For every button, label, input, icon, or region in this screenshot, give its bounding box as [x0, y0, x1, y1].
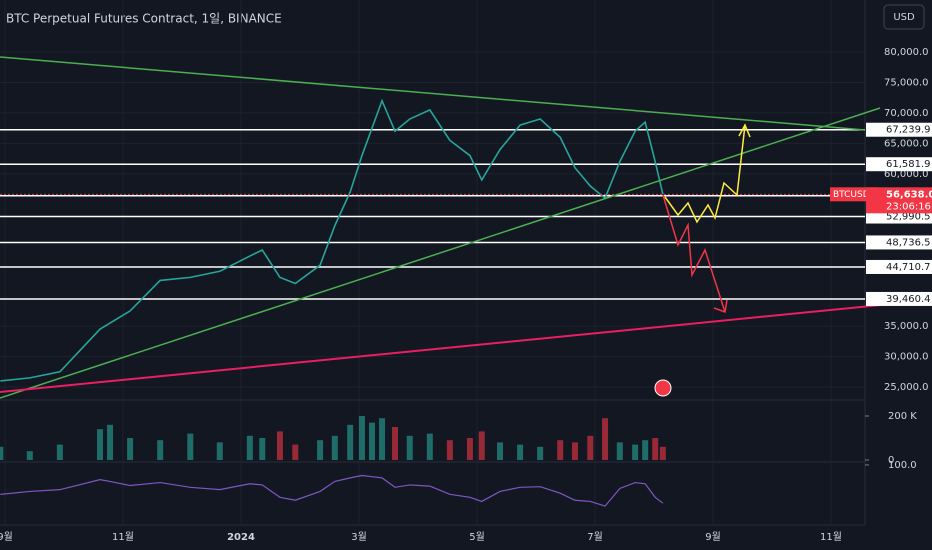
currency-button[interactable]	[883, 4, 925, 30]
volume-bar	[259, 438, 266, 460]
volume-bar	[97, 429, 104, 460]
arrow-head	[738, 123, 751, 138]
volume-bar	[0, 446, 4, 460]
volume-bar	[571, 442, 578, 460]
volume-bar	[537, 446, 544, 460]
level-label: 52,990.5	[886, 212, 931, 223]
trendline	[0, 107, 881, 399]
volume-bar	[187, 433, 194, 460]
volume-bar	[659, 446, 666, 460]
level-tag	[866, 235, 932, 250]
x-tick-label: 9월	[0, 531, 13, 543]
volume-bar	[616, 442, 623, 460]
volume-bar	[478, 431, 485, 460]
y-tick-label: 70,000.0	[884, 108, 929, 119]
volume-bar	[292, 444, 299, 460]
level-label: 67,239.9	[886, 125, 931, 136]
level-tag	[866, 291, 932, 306]
volume-tick-label: 200 K	[888, 411, 917, 422]
x-tick-label: 11월	[112, 531, 134, 543]
x-tick-label: 5월	[469, 531, 485, 543]
currency[interactable]: USD	[893, 12, 915, 23]
x-tick-label: 7월	[587, 531, 603, 543]
volume-bar	[368, 422, 375, 460]
last-price: 56,638.0	[886, 189, 932, 200]
level-tag	[866, 122, 932, 137]
price-line	[0, 98, 664, 382]
volume-bar	[446, 440, 453, 460]
x-tick-label: 11월	[820, 531, 842, 543]
arrow-head	[713, 299, 728, 314]
level-label: 61,581.9	[886, 159, 931, 170]
projection-arrow	[662, 194, 726, 313]
volume-bar	[517, 444, 524, 460]
volume-bar	[392, 427, 399, 460]
volume-bar	[56, 444, 63, 460]
y-tick-label: 35,000.0	[884, 321, 929, 332]
volume-bar	[642, 440, 649, 460]
volume-bar	[632, 444, 639, 460]
volume-bar	[347, 424, 354, 460]
volume-bar	[426, 433, 433, 460]
x-tick-label: 9월	[705, 531, 721, 543]
countdown: 23:06:16	[886, 201, 931, 212]
plot	[0, 0, 865, 525]
level-tag	[866, 157, 932, 172]
volume-bar	[406, 435, 413, 460]
series-name: BTCUSD.P	[833, 190, 879, 200]
volume-bar	[557, 440, 564, 460]
y-tick-label: 60,000.0	[884, 169, 929, 180]
volume-bar	[216, 442, 223, 460]
level-label: 39,460.4	[886, 294, 931, 305]
volume-bar	[157, 440, 164, 460]
volume-bar	[317, 440, 324, 460]
volume-tick-label: 0	[888, 455, 894, 466]
volume-bar	[466, 438, 473, 460]
volume-bar	[331, 435, 338, 460]
trendline	[0, 56, 866, 131]
y-tick-label: 75,000.0	[884, 77, 929, 88]
rsi-line	[0, 474, 664, 507]
volume-bar	[127, 438, 134, 460]
volume-bar	[26, 451, 33, 460]
y-tick-label: 80,000.0	[884, 47, 929, 58]
volume-bar	[276, 431, 283, 460]
volume-bar	[246, 435, 253, 460]
y-tick-label: 65,000.0	[884, 138, 929, 149]
level-label: 48,736.5	[886, 237, 931, 248]
trendline	[0, 299, 932, 393]
x-tick-label: 2024	[227, 532, 255, 543]
price-tag	[866, 187, 932, 214]
y-tick-label: 30,000.0	[884, 352, 929, 363]
rsi-tick-label: 100.0	[888, 460, 917, 471]
volume-bar	[602, 418, 609, 460]
volume-bar	[358, 416, 365, 460]
level-tag	[866, 259, 932, 274]
volume-bar	[652, 438, 659, 460]
volume-bar	[107, 424, 114, 460]
volume-bar	[497, 442, 504, 460]
chart-title: BTC Perpetual Futures Contract, 1일, BINA…	[6, 12, 282, 26]
volume-bar	[379, 418, 386, 460]
x-tick-label: 3월	[351, 531, 367, 543]
y-tick-label: 25,000.0	[884, 382, 929, 393]
event-icon[interactable]	[654, 379, 672, 397]
axis: 25,000.0 30,000.0 35,000.0 60,000.0 65,000.0…	[0, 47, 932, 543]
volume-bar	[587, 435, 594, 460]
level-label: 44,710.7	[886, 262, 931, 273]
projection-arrow	[664, 124, 746, 224]
